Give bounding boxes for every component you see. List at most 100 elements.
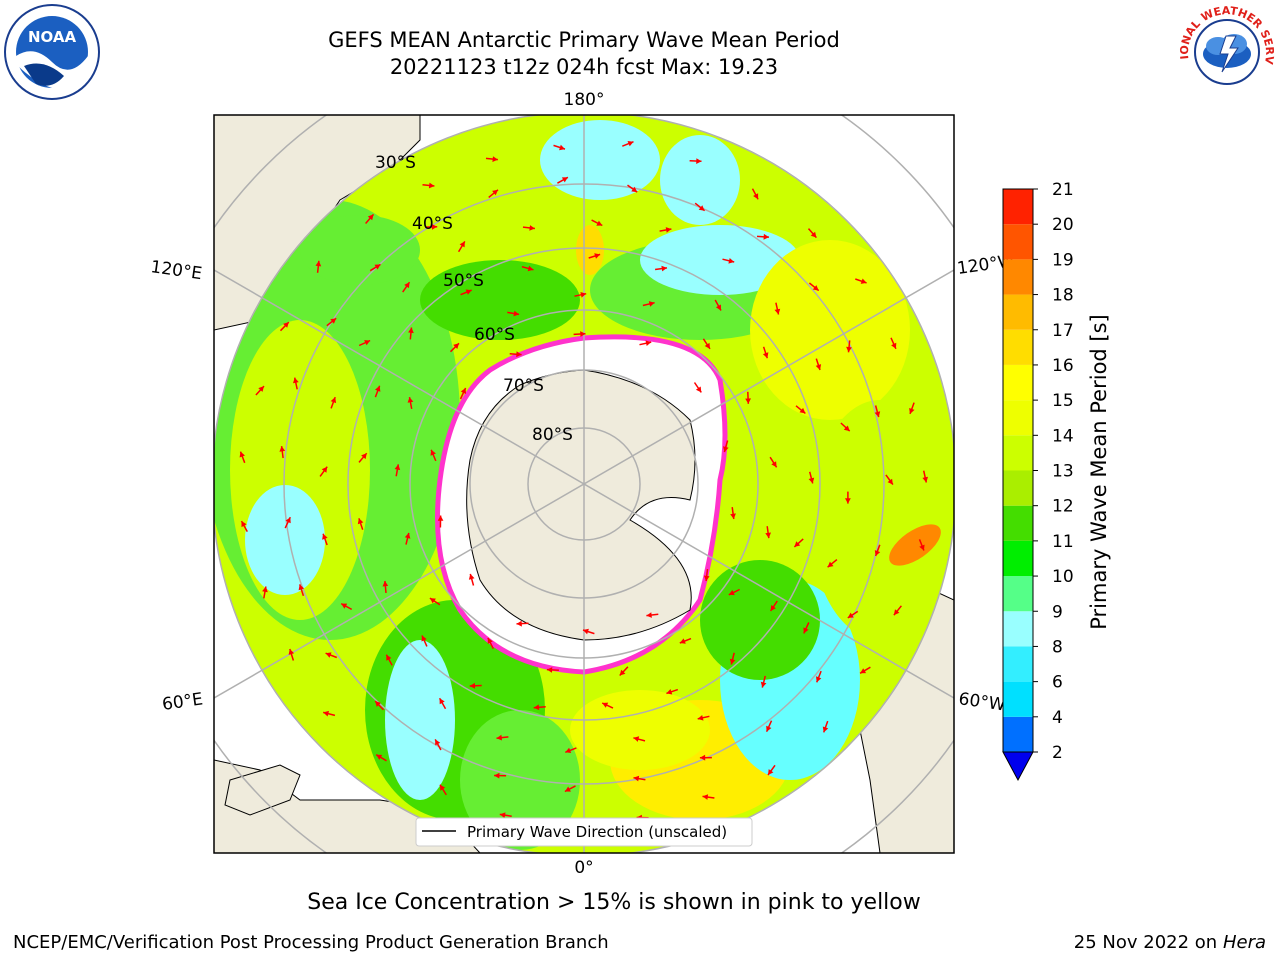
wave-arrow-head: [874, 550, 881, 556]
colorbar-tick-label: 2: [1052, 743, 1063, 763]
wave-arrow-head: [762, 352, 769, 359]
chart-title: GEFS MEAN Antarctic Primary Wave Mean Pe…: [328, 28, 840, 52]
colorbar-segment: [1003, 400, 1033, 436]
ice-note: Sea Ice Concentration > 15% is shown in …: [307, 890, 921, 915]
wave-arrow-head: [666, 689, 673, 695]
wave-arrow-head: [440, 784, 446, 791]
wave-arrow-head: [812, 285, 819, 291]
lat-label-40s: 40°S: [412, 214, 453, 234]
wave-arrow-head: [696, 158, 702, 164]
wave-arrow-head: [909, 408, 915, 414]
wave-arrow-head: [460, 388, 466, 394]
wave-arrow-head: [430, 449, 436, 456]
colorbar-segment: [1003, 364, 1033, 401]
wave-arrow-head: [627, 141, 634, 147]
wave-arrow-head: [703, 575, 710, 582]
wave-arrow-head: [330, 318, 337, 324]
wave-arrow-head: [822, 726, 829, 733]
colorbar-under-triangle: [1002, 751, 1034, 782]
wave-arrow-head: [285, 517, 291, 524]
wave-arrow-head: [258, 386, 264, 392]
lat-label-50s: 50°S: [443, 271, 484, 291]
wave-arrow-head: [860, 668, 867, 674]
wave-arrow-head: [619, 669, 626, 676]
wave-arrow-head: [546, 667, 553, 673]
wave-arrow-head: [698, 205, 705, 211]
wave-arrow-head: [770, 605, 776, 611]
wave-arrow-head: [633, 775, 640, 782]
wave-arrow-head: [375, 385, 381, 392]
wave-arrow-head: [753, 193, 759, 200]
wave-arrow-head: [771, 461, 777, 468]
colorbar-tick-label: 8: [1052, 637, 1063, 657]
colorbar-segment: [1003, 224, 1033, 260]
wave-arrow-head: [723, 446, 729, 453]
colorbar-tick-label: 18: [1052, 286, 1074, 306]
wave-arrow-head: [827, 561, 834, 568]
wave-arrow-head: [315, 260, 322, 267]
wave-arrow-head: [382, 581, 389, 587]
wave-arrow-head: [516, 620, 522, 627]
wave-arrow-head: [429, 598, 436, 604]
wave-direction-arrows: [239, 141, 928, 832]
wave-arrow-head: [846, 346, 852, 353]
wave-arrow-head: [766, 725, 772, 732]
colorbar-segment: [1003, 681, 1033, 717]
colorbar-tick-label: 12: [1052, 497, 1074, 517]
lat-label-30s: 30°S: [375, 153, 416, 173]
wave-arrow-head: [492, 189, 498, 196]
wave-arrow-head: [845, 498, 851, 504]
wave-arrow-head: [459, 241, 465, 248]
wave-arrow-head: [496, 734, 502, 741]
colorbar-segment: [1003, 540, 1033, 577]
legend-label: Primary Wave Direction (unscaled): [467, 823, 727, 841]
wave-arrow-head: [407, 397, 414, 403]
wave-arrow-head: [646, 612, 652, 618]
antarctica: [435, 334, 728, 675]
colorbar-segment: [1003, 435, 1033, 471]
wave-arrow-head: [288, 649, 295, 655]
wave-arrow-head: [580, 331, 586, 337]
wave-arrow-head: [774, 308, 781, 315]
wave-arrow-head: [697, 715, 704, 721]
wave-arrow-head: [323, 710, 329, 717]
wave-arrow-head: [330, 397, 337, 404]
wave-arrow-head: [421, 635, 427, 642]
colorbar-tick-label: 15: [1052, 391, 1074, 411]
wave-arrow-head: [699, 754, 706, 761]
wave-arrow-head: [702, 794, 709, 800]
wave-arrow-head: [648, 301, 655, 307]
colorbar-tick-label: 17: [1052, 321, 1074, 341]
wave-arrow-head: [262, 586, 268, 593]
wave-arrow-head: [729, 658, 736, 665]
colorbar-tick-label: 20: [1052, 215, 1074, 235]
colorbar-segment: [1003, 259, 1033, 295]
credit-text: NCEP/EMC/Verification Post Processing Pr…: [13, 932, 609, 953]
wave-arrow-head: [799, 407, 806, 414]
wave-arrow-head: [487, 637, 493, 644]
lon-label-lower-left: 60°E: [161, 689, 204, 714]
wave-arrow-head: [529, 225, 535, 231]
colorbar-label: Primary Wave Mean Period [s]: [1087, 314, 1111, 630]
wave-arrow-head: [596, 220, 603, 226]
colorbar-segment: [1003, 470, 1033, 506]
lon-label-lower-right: 60°W: [957, 689, 1006, 715]
wave-arrow-head: [527, 265, 534, 272]
wave-arrow-head: [715, 304, 721, 311]
wave-arrow-head: [408, 327, 414, 334]
lat-label-60s: 60°S: [474, 325, 515, 345]
wave-arrow-head: [469, 682, 476, 689]
wave-arrow-head: [283, 322, 289, 328]
wave-arrow-head: [364, 340, 371, 346]
chart-subtitle: 20221123 t12z 024h fcst Max: 19.23: [389, 55, 779, 79]
colorbar-segment: [1003, 189, 1033, 225]
wave-arrow-head: [860, 278, 867, 284]
wave-arrow-head: [645, 340, 652, 346]
wave-arrow-head: [665, 227, 672, 233]
wave-arrow-head: [631, 186, 638, 193]
colorbar-tick-label: 14: [1052, 426, 1074, 446]
wave-arrow-head: [279, 446, 286, 452]
lat-label-70s: 70°S: [503, 376, 544, 396]
lat-label-80s: 80°S: [532, 425, 573, 445]
